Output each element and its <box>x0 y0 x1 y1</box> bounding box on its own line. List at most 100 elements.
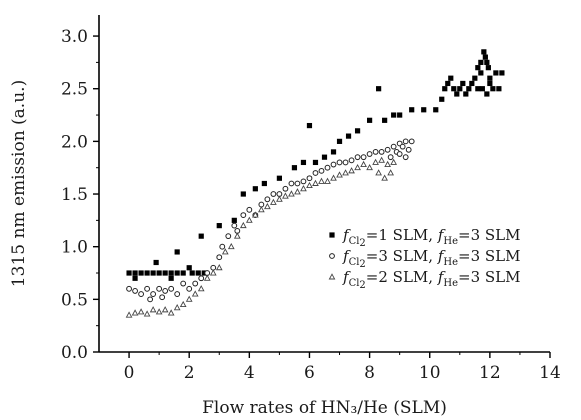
legend-text-part: f <box>437 226 446 244</box>
data-point <box>231 222 238 229</box>
data-point <box>336 138 343 144</box>
data-point <box>378 149 385 155</box>
data-point <box>180 280 187 287</box>
data-point <box>216 223 222 229</box>
data-point <box>168 285 175 292</box>
data-point <box>294 188 301 195</box>
data-point <box>445 80 451 87</box>
y-axis-label: 1315 nm emission (a.u.) <box>9 80 29 287</box>
data-point <box>397 112 403 118</box>
x-tick-label: 10 <box>419 363 441 383</box>
data-point <box>409 107 415 113</box>
data-point <box>472 75 478 81</box>
data-point <box>132 275 138 281</box>
data-point <box>179 300 187 308</box>
data-point <box>215 264 223 271</box>
data-point <box>330 161 337 168</box>
data-point <box>276 175 282 181</box>
data-point <box>240 212 247 218</box>
y-tick-label: 0.5 <box>61 290 88 310</box>
data-point <box>360 154 367 161</box>
data-point <box>168 270 174 276</box>
legend-text-part: He <box>443 236 458 247</box>
data-point <box>168 275 174 281</box>
data-point <box>264 202 271 210</box>
data-point <box>144 270 150 276</box>
data-point <box>126 270 132 276</box>
data-points <box>125 49 505 318</box>
data-point <box>150 291 157 297</box>
data-point <box>421 107 427 113</box>
data-point <box>155 308 163 315</box>
data-point <box>312 159 319 166</box>
data-point <box>384 160 391 167</box>
data-point <box>300 159 307 166</box>
data-point <box>162 288 169 294</box>
data-point <box>408 138 415 145</box>
data-point <box>376 86 382 92</box>
data-point <box>312 170 319 176</box>
y-tick-label: 1.5 <box>61 185 88 205</box>
data-point <box>173 304 181 311</box>
data-point <box>300 178 307 185</box>
data-point <box>143 310 151 317</box>
data-point <box>484 59 490 65</box>
data-point <box>324 177 331 184</box>
data-point <box>137 308 145 315</box>
series-triangle <box>125 156 398 318</box>
data-point <box>201 270 207 276</box>
data-point <box>457 86 463 92</box>
legend-text-part: =3 SLM <box>458 247 520 265</box>
data-point <box>448 75 454 81</box>
legend-text-part: He <box>443 257 458 268</box>
data-point <box>391 112 397 118</box>
data-point <box>330 149 337 155</box>
data-point <box>312 179 319 186</box>
data-point <box>354 163 361 171</box>
legend-text-part: =3 SLM, <box>366 247 438 265</box>
x-tick-label: 12 <box>479 363 501 383</box>
legend-text-part: =1 SLM, <box>366 226 438 244</box>
data-point <box>156 270 162 276</box>
data-point <box>306 122 313 129</box>
y-tick-label: 0.0 <box>61 343 88 363</box>
y-tick-label: 3.0 <box>61 27 88 47</box>
data-point <box>147 296 154 303</box>
legend-text-part: f <box>342 247 351 265</box>
data-point <box>245 216 253 223</box>
data-point <box>306 175 313 182</box>
data-point <box>270 198 277 205</box>
data-point <box>439 96 445 102</box>
y-tick-label: 2.5 <box>61 80 88 100</box>
x-tick-label: 2 <box>184 363 195 383</box>
data-point <box>481 49 487 55</box>
data-point <box>360 160 367 167</box>
data-point <box>451 86 457 92</box>
data-point <box>348 167 355 174</box>
data-point <box>306 181 313 189</box>
data-point <box>384 146 391 153</box>
data-point <box>261 180 267 187</box>
data-point <box>252 186 258 192</box>
data-point <box>231 217 237 223</box>
data-point <box>330 174 337 181</box>
legend-text-part: Cl <box>349 236 360 247</box>
data-point <box>354 128 361 134</box>
data-point <box>478 59 484 65</box>
data-point <box>216 254 223 261</box>
data-point <box>189 270 195 276</box>
legend-marker <box>329 253 335 259</box>
data-point <box>149 306 157 313</box>
data-point <box>487 80 493 87</box>
legend-text-part: He <box>443 278 458 289</box>
data-point <box>496 86 502 92</box>
data-point <box>382 117 388 123</box>
axes <box>98 15 550 353</box>
legend-item: fCl2=1 SLM, fHe=3 SLM <box>329 226 521 249</box>
data-point <box>396 151 403 157</box>
data-point <box>348 157 355 164</box>
data-point <box>487 75 493 81</box>
data-point <box>336 171 343 178</box>
data-point <box>150 270 156 276</box>
